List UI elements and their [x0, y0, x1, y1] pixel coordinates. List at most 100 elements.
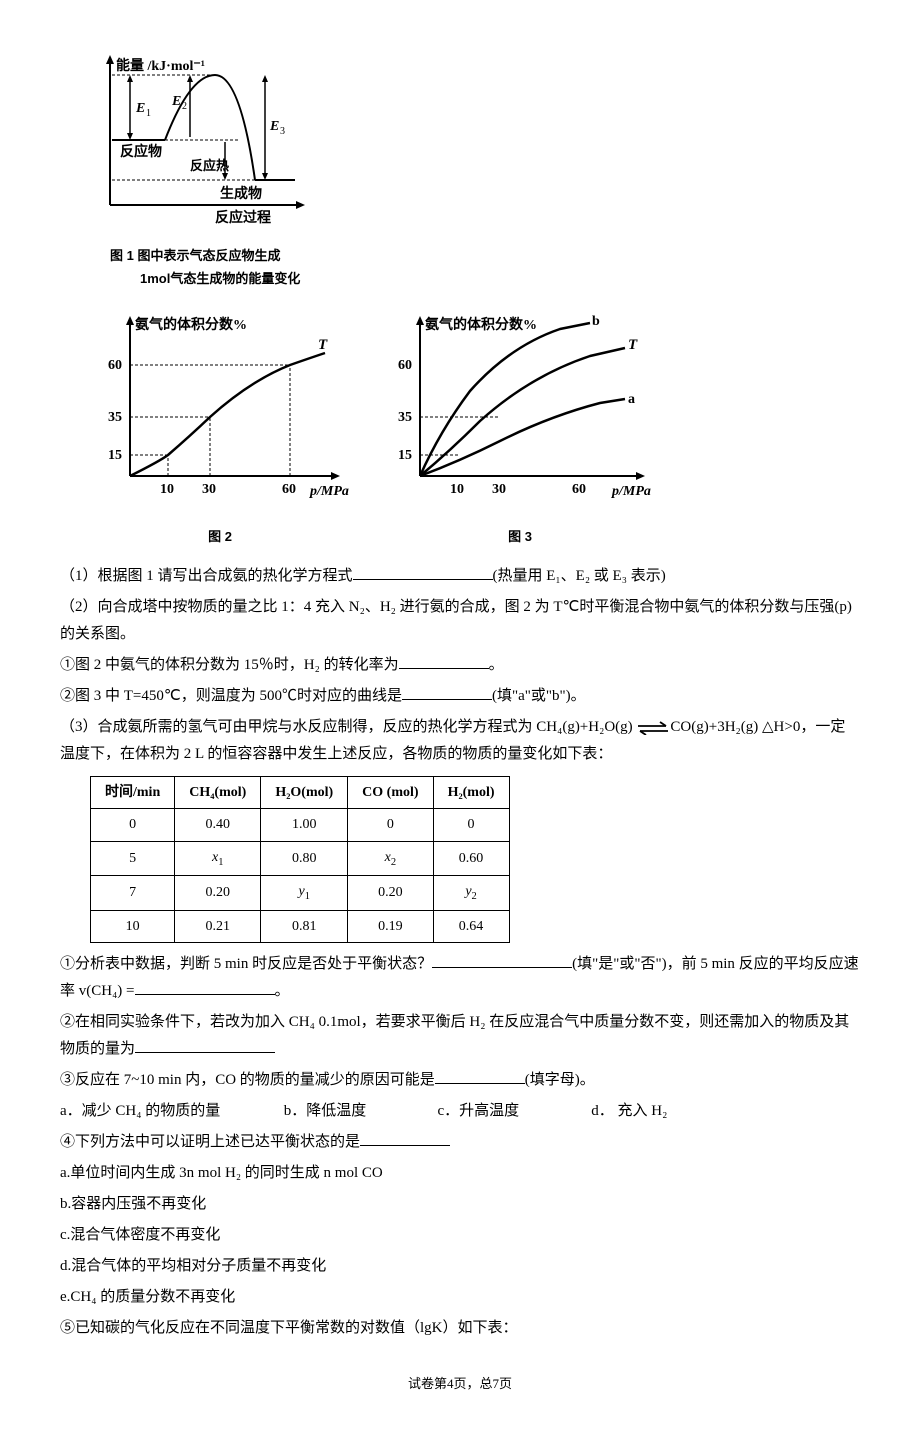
table-row: 0 0.40 1.00 0 0 [91, 809, 510, 841]
cell: 10 [91, 910, 175, 942]
q1-text: （1）根据图 1 请写出合成氨的热化学方程式 (热量用 E₁、E₂ 或 E₃ 表示… [60, 563, 860, 590]
cell: x1 [175, 841, 261, 876]
svg-text:2: 2 [182, 101, 187, 112]
s4-opt-e: e.CH₄ 的质量分数不再变化 [60, 1284, 860, 1311]
q1-b: (热量用 E₁、E₂ 或 E₃ 表示) [493, 568, 666, 584]
cell: 0.20 [348, 876, 433, 911]
svg-text:10: 10 [160, 482, 174, 497]
th-h2: H₂(mol) [433, 777, 509, 809]
svg-text:氨气的体积分数%: 氨气的体积分数% [425, 316, 537, 333]
q2-s2: ②图 3 中 T=450℃，则温度为 500℃时对应的曲线是 (填"a"或"b")… [60, 683, 860, 710]
th-ch4: CH₄(mol) [175, 777, 261, 809]
svg-text:E: E [135, 101, 145, 116]
cell: 0.40 [175, 809, 261, 841]
table-row: 10 0.21 0.81 0.19 0.64 [91, 910, 510, 942]
svg-text:30: 30 [202, 482, 216, 497]
figure-1: E1 E2 E3 能量 /kJ·mol⁻¹ 反应物 反应热 生成物 反应过程 图… [90, 50, 860, 291]
q3-s5: ⑤已知碳的气化反应在不同温度下平衡常数的对数值（lgK）如下表： [60, 1315, 860, 1342]
q3-s2: ②在相同实验条件下，若改为加入 CH₄ 0.1mol，若要求平衡后 H₂ 在反应… [60, 1009, 860, 1063]
opt-d: d． 充入 H₂ [591, 1103, 667, 1119]
svg-text:30: 30 [492, 482, 506, 497]
figures-2-3-row: 15 35 60 10 30 60 T 氨气的体积分数% p/MPa 图 2 [90, 311, 860, 548]
amounts-table: 时间/min CH₄(mol) H₂O(mol) CO (mol) H₂(mol… [90, 776, 510, 943]
q3-s1a: ①分析表中数据，判断 5 min 时反应是否处于平衡状态？ [60, 956, 432, 972]
q3-s4-blank [360, 1130, 450, 1146]
fig1-caption-2: 1mol气态生成物的能量变化 [140, 267, 860, 290]
svg-text:60: 60 [572, 482, 586, 497]
svg-text:p/MPa: p/MPa [309, 484, 349, 499]
s4-opt-d: d.混合气体的平均相对分子质量不再变化 [60, 1253, 860, 1280]
svg-text:生成物: 生成物 [220, 185, 262, 202]
svg-text:反应过程: 反应过程 [215, 209, 271, 226]
cell: 0 [348, 809, 433, 841]
fig2-caption: 图 2 [90, 525, 350, 548]
q3-s2-blank [135, 1037, 275, 1053]
cell: 0.64 [433, 910, 509, 942]
q2-s1: ①图 2 中氨气的体积分数为 15％时，H₂ 的转化率为。 [60, 652, 860, 679]
q3-s3: ③反应在 7~10 min 内，CO 的物质的量减少的原因可能是 (填字母)。 [60, 1067, 860, 1094]
fig1-caption-1: 图 1 图中表示气态反应物生成 [110, 244, 860, 267]
cell: 0.80 [261, 841, 348, 876]
svg-text:60: 60 [282, 482, 296, 497]
q3-s3a: ③反应在 7~10 min 内，CO 的物质的量减少的原因可能是 [60, 1072, 435, 1088]
th-co: CO (mol) [348, 777, 433, 809]
svg-text:反应物: 反应物 [120, 143, 162, 160]
q3-intro: （3）合成氨所需的氢气可由甲烷与水反应制得，反应的热化学方程式为 CH₄(g)+… [60, 714, 860, 768]
cell: x2 [348, 841, 433, 876]
q2-s2a: ②图 3 中 T=450℃，则温度为 500℃时对应的曲线是 [60, 688, 402, 704]
energy-diagram: E1 E2 E3 能量 /kJ·mol⁻¹ 反应物 反应热 生成物 反应过程 [90, 50, 310, 230]
th-h2o: H₂O(mol) [261, 777, 348, 809]
s4-opt-b: b.容器内压强不再变化 [60, 1191, 860, 1218]
q2-s2-blank [402, 684, 492, 700]
figure-2: 15 35 60 10 30 60 T 氨气的体积分数% p/MPa 图 2 [90, 311, 350, 548]
equilibrium-arrow-icon [636, 721, 670, 735]
q2-intro: （2）向合成塔中按物质的量之比 1：4 充入 N₂、H₂ 进行氨的合成，图 2 … [60, 594, 860, 648]
cell: 0 [433, 809, 509, 841]
cell: y2 [433, 876, 509, 911]
svg-text:反应热: 反应热 [190, 158, 229, 173]
q3-s1c: 。 [275, 983, 290, 999]
svg-text:3: 3 [280, 126, 285, 137]
svg-text:T: T [628, 337, 638, 353]
s4-opt-c: c.混合气体密度不再变化 [60, 1222, 860, 1249]
opt-b: b．降低温度 [284, 1098, 434, 1125]
s4-opt-a: a.单位时间内生成 3n mol H₂ 的同时生成 n mol CO [60, 1160, 860, 1187]
opt-a: a．减少 CH₄ 的物质的量 [60, 1098, 280, 1125]
svg-text:35: 35 [108, 410, 122, 425]
q2-s2b: (填"a"或"b")。 [492, 688, 586, 704]
svg-text:35: 35 [398, 410, 412, 425]
q2-s1-blank [399, 653, 489, 669]
svg-text:T: T [318, 337, 328, 353]
svg-text:能量 /kJ·mol⁻¹: 能量 /kJ·mol⁻¹ [116, 57, 205, 74]
th-time: 时间/min [91, 777, 175, 809]
q1-blank [353, 564, 493, 580]
page-footer: 试卷第4页，总7页 [60, 1372, 860, 1395]
cell: 0.20 [175, 876, 261, 911]
svg-text:10: 10 [450, 482, 464, 497]
q3-s1-blank1 [432, 952, 572, 968]
cell: y1 [261, 876, 348, 911]
table-header-row: 时间/min CH₄(mol) H₂O(mol) CO (mol) H₂(mol… [91, 777, 510, 809]
svg-text:b: b [592, 314, 600, 329]
q3-s1: ①分析表中数据，判断 5 min 时反应是否处于平衡状态？(填"是"或"否")，… [60, 951, 860, 1005]
q3-s3-opts: a．减少 CH₄ 的物质的量 b．降低温度 c．升高温度 d． 充入 H₂ [60, 1098, 860, 1125]
svg-text:60: 60 [108, 358, 122, 373]
cell: 0.60 [433, 841, 509, 876]
q2-s1a: ①图 2 中氨气的体积分数为 15％时，H₂ 的转化率为 [60, 657, 399, 673]
svg-text:a: a [628, 392, 635, 407]
q3-s4: ④下列方法中可以证明上述已达平衡状态的是 [60, 1129, 860, 1156]
cell: 0 [91, 809, 175, 841]
fig3-caption: 图 3 [380, 525, 660, 548]
svg-text:E: E [269, 119, 279, 134]
cell: 0.81 [261, 910, 348, 942]
svg-text:1: 1 [146, 108, 151, 119]
svg-text:p/MPa: p/MPa [611, 484, 651, 499]
q3-intro-a: （3）合成氨所需的氢气可由甲烷与水反应制得，反应的热化学方程式为 CH₄(g)+… [60, 719, 633, 735]
cell: 0.21 [175, 910, 261, 942]
svg-text:E: E [171, 94, 181, 109]
cell: 5 [91, 841, 175, 876]
svg-text:氨气的体积分数%: 氨气的体积分数% [135, 316, 247, 333]
q1-a: （1）根据图 1 请写出合成氨的热化学方程式 [60, 568, 353, 584]
svg-text:15: 15 [398, 448, 412, 463]
q3-s3b: (填字母)。 [525, 1072, 595, 1088]
